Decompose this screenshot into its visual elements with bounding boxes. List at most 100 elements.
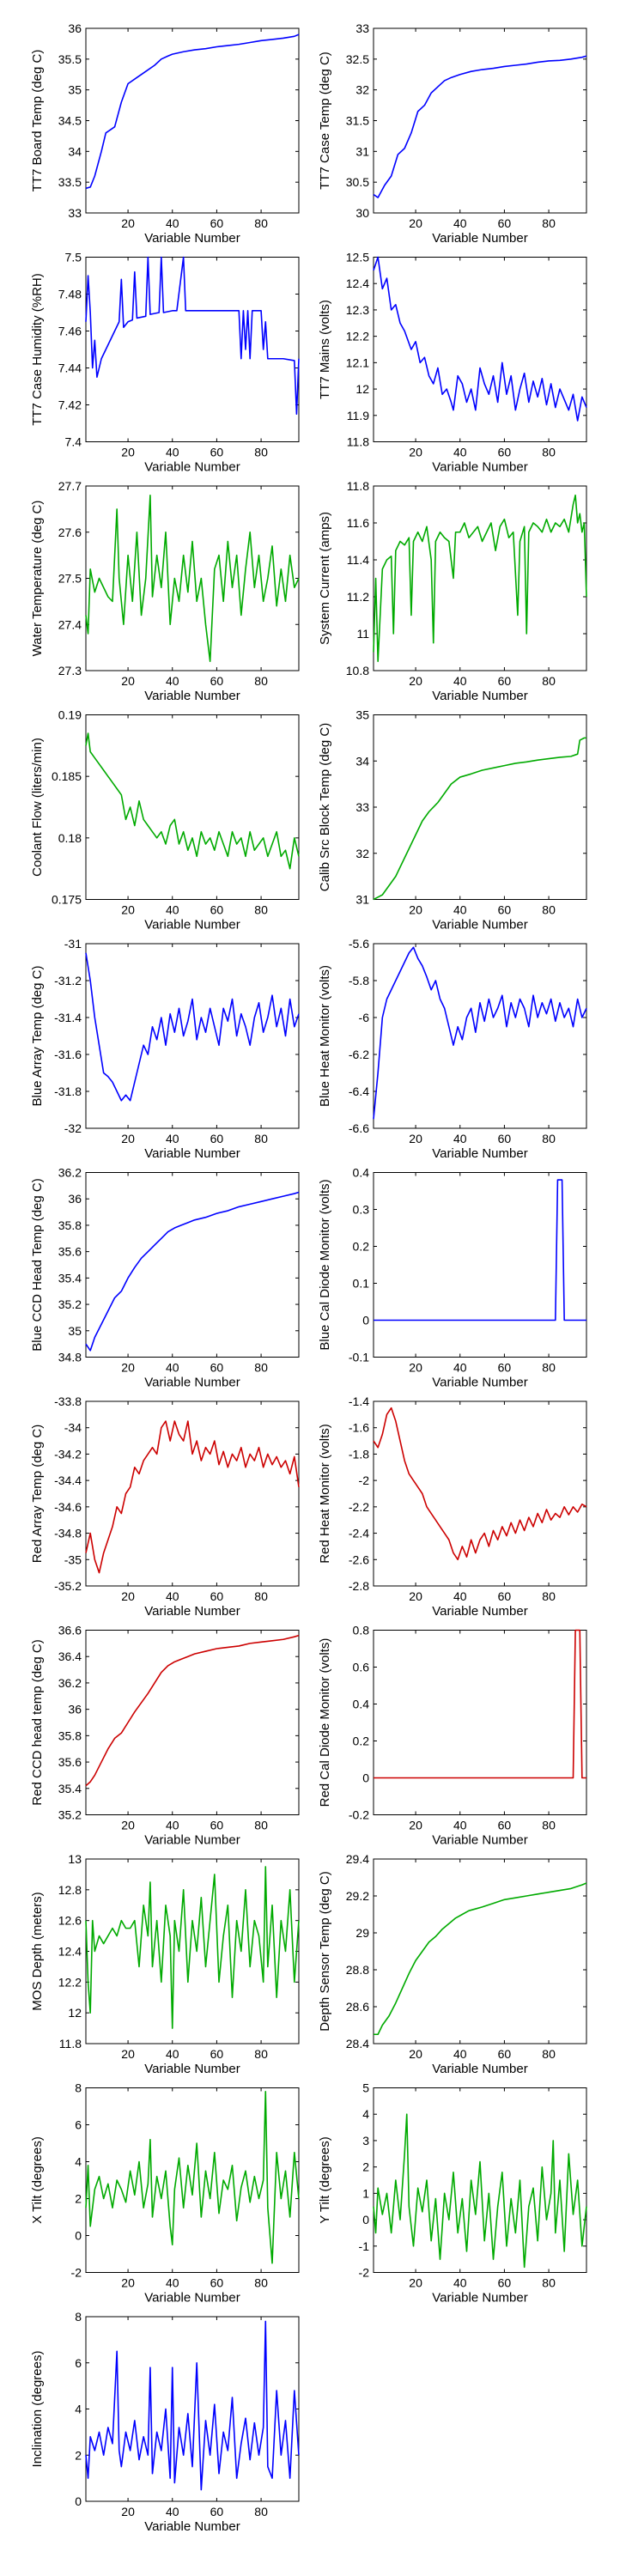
y-axis-label: System Current (amps) [318,512,332,645]
x-axis-label: Variable Number [144,460,240,475]
y-tick-label: 31 [355,893,369,907]
x-axis-label: Variable Number [144,918,240,933]
y-tick-label: 35.4 [58,1782,82,1795]
y-tick-label: -2.8 [349,1579,369,1593]
y-tick-label: 7.46 [58,325,82,338]
y-axis-label: Red Heat Monitor (volts) [318,1424,332,1564]
plot-frame [85,943,300,1129]
x-tick-label: 20 [409,216,422,230]
chart-panel-17: 20 40 60 80 11.8 12 12.2 12.4 12.6 12.8 13 Variable… [30,1852,300,2076]
x-tick-label: 80 [542,1589,556,1603]
x-tick-label: 40 [453,1132,467,1145]
y-axis-label: TT7 Board Temp (deg C) [30,50,45,192]
y-axis-label: Y Tilt (degrees) [318,2136,332,2223]
chart-panel-15: 20 40 60 80 35.2 35.4 35.6 35.8 36 36.2 36.4 36.6 Va… [30,1624,300,1848]
x-axis-label: Variable Number [144,1833,240,1848]
y-tick-label: 32 [355,83,369,97]
y-tick-label: 0 [362,1314,369,1327]
x-tick-label: 60 [210,903,224,917]
x-axis-label: Variable Number [432,1604,527,1619]
series-line [373,494,587,663]
y-tick-label: 0.1 [353,1277,370,1291]
x-axis-label: Variable Number [144,231,240,246]
x-tick-label: 40 [166,2276,179,2290]
y-tick-label: -5.8 [349,974,369,987]
y-tick-label: 11.9 [347,409,369,422]
y-tick-label: 36.4 [58,1649,82,1663]
y-tick-label: 30.5 [346,175,369,189]
x-tick-label: 60 [498,1132,512,1145]
series-line [373,55,587,198]
plot-frame [373,485,587,671]
y-tick-label: 34 [355,754,369,768]
y-tick-label: 35.6 [58,1755,82,1769]
x-tick-label: 40 [453,2047,467,2061]
y-tick-label: 4 [75,2155,82,2169]
y-tick-label: -2.6 [349,1552,369,1566]
y-tick-label: 32 [355,847,369,860]
y-tick-label: 33 [355,21,369,35]
x-tick-label: 20 [121,216,135,230]
y-tick-label: 34.8 [58,1351,82,1364]
y-tick-label: 27.3 [58,664,82,677]
plot-frame [373,1858,587,2044]
y-tick-label: 11 [356,627,369,641]
series-line [374,1882,587,2036]
y-tick-label: 31 [355,144,369,158]
x-tick-label: 40 [453,1589,467,1603]
chart-panel-2: 20 40 60 80 30 30.5 31 31.5 32 32.5 33 Variable Num… [318,21,587,246]
y-tick-label: 0.8 [353,1624,370,1637]
y-tick-label: 12.8 [58,1883,82,1897]
y-tick-label: 6 [75,2356,82,2370]
x-tick-label: 80 [254,2276,268,2290]
y-tick-label: 33.5 [58,175,82,189]
y-tick-label: 27.6 [58,526,82,539]
x-tick-label: 80 [542,216,556,230]
x-tick-label: 40 [453,1819,467,1832]
y-tick-label: 28.4 [346,2037,369,2050]
y-tick-label: 8 [75,2310,82,2324]
y-tick-label: -34.4 [54,1473,82,1487]
y-tick-label: 34.5 [58,114,82,128]
y-tick-label: 35.8 [58,1218,82,1232]
y-tick-label: -31.4 [54,1011,82,1024]
x-tick-label: 80 [254,446,268,459]
x-axis-label: Variable Number [144,1146,240,1161]
y-tick-label: 12.4 [346,276,369,290]
plot-frame [85,1630,300,1815]
y-axis-label: Inclination (degrees) [30,2351,45,2468]
y-tick-label: 35 [68,83,82,97]
y-tick-label: 11.8 [347,479,369,493]
plot-frame [373,27,587,214]
y-tick-label: 7.42 [58,398,82,412]
y-tick-label: -0.1 [349,1351,369,1364]
y-tick-label: 2 [75,2192,82,2206]
y-tick-label: 28.8 [346,1963,369,1977]
y-tick-label: -35 [64,1552,82,1566]
y-axis-label: TT7 Case Temp (deg C) [318,52,332,190]
chart-panel-13: 20 40 60 80 -35.2 -35 -34.8 -34.6 -34.4 -34.2 -34 -… [30,1394,300,1619]
x-tick-label: 80 [254,216,268,230]
x-tick-label: 80 [542,446,556,459]
y-tick-label: 0 [75,2229,82,2243]
x-tick-label: 80 [542,2276,556,2290]
y-tick-label: 4 [75,2403,82,2416]
x-tick-label: 40 [453,903,467,917]
series-line [373,737,586,901]
y-tick-label: 35.2 [58,1808,82,1822]
x-tick-label: 40 [166,1132,179,1145]
x-tick-label: 60 [210,446,224,459]
y-tick-label: 28.6 [346,2000,369,2014]
y-tick-label: -31.6 [54,1048,82,1061]
x-tick-label: 80 [254,674,268,688]
x-tick-label: 80 [254,2047,268,2061]
chart-panel-4: 20 40 60 80 11.8 11.9 12 12.1 12.2 12.3 12.4 12.5 Va… [318,251,587,475]
x-tick-label: 60 [498,903,512,917]
y-axis-label: Red CCD head temp (deg C) [30,1639,45,1805]
x-axis-label: Variable Number [432,460,527,475]
x-tick-label: 20 [409,1589,422,1603]
chart-panel-14: 20 40 60 80 -2.8 -2.6 -2.4 -2.2 -2 -1.8 -1.6 -1.4 Va… [318,1394,587,1619]
x-tick-label: 80 [542,2047,556,2061]
y-tick-label: 0.19 [58,708,82,722]
y-tick-label: -6.2 [349,1048,369,1061]
